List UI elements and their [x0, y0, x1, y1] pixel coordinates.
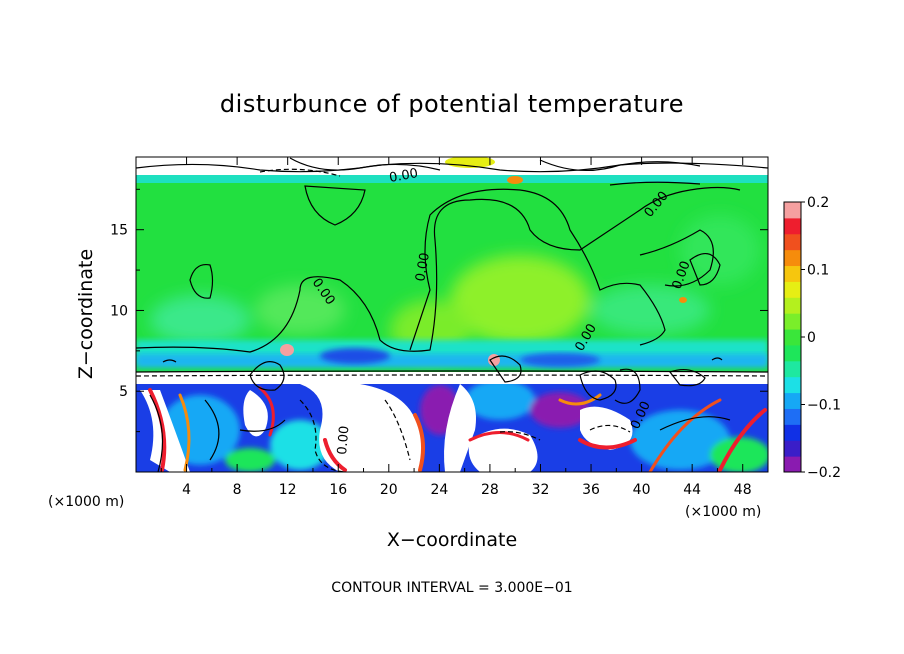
chart-title: disturbunce of potential temperature: [220, 90, 684, 118]
y-tick-label: 10: [110, 303, 128, 319]
contour-label: 0.00: [335, 425, 352, 455]
colorbar: 0.2 0.1 0 −0.1 −0.2: [783, 195, 841, 481]
x-axis-title: X−coordinate: [387, 529, 517, 551]
colorbar-swatch: [784, 281, 801, 298]
colorbar-swatch: [784, 313, 801, 330]
colorbar-tick-label: 0.2: [807, 195, 829, 211]
colorbar-swatch: [784, 360, 801, 378]
colorbar-swatch: [784, 329, 801, 346]
colorbar-swatch: [784, 456, 801, 473]
x-axis: 4 8 12 16 20 24 28 32 36 40 44 48: [160, 157, 752, 498]
x-tick-label: 44: [683, 482, 701, 498]
x-tick-label: 24: [430, 482, 448, 498]
colorbar-tick-label: −0.1: [807, 398, 841, 414]
contour-lines: [136, 157, 768, 472]
y-tick-label: 15: [110, 223, 128, 239]
x-axis-unit-label-left: (×1000 m): [48, 494, 124, 510]
x-tick-label: 4: [182, 482, 191, 498]
colorbar-tick-label: 0.1: [807, 263, 829, 279]
colorbar-swatch: [784, 344, 801, 362]
plot-frame: [135, 156, 769, 473]
x-tick-label: 16: [329, 482, 347, 498]
y-tick-label: 5: [119, 384, 128, 400]
x-tick-label: 36: [582, 482, 600, 498]
x-tick-label: 20: [380, 482, 398, 498]
colorbar-swatch: [784, 202, 801, 219]
colorbar-swatch: [784, 249, 801, 267]
colorbar-swatch: [784, 408, 801, 425]
y-axis-title: Z−coordinate: [75, 249, 97, 379]
colorbar-swatch: [784, 233, 801, 251]
colorbar-swatch: [784, 440, 801, 457]
colorbar-swatch: [784, 392, 801, 409]
x-tick-label: 28: [481, 482, 499, 498]
colorbar-tick-label: −0.2: [807, 465, 841, 481]
contour-label: 0.00: [413, 252, 433, 283]
colorbar-swatch: [784, 424, 801, 441]
colorbar-swatch: [784, 376, 801, 394]
colorbar-swatch: [784, 265, 801, 282]
colorbar-tick-label: 0: [807, 330, 816, 346]
colorbar-swatch: [784, 297, 801, 314]
x-tick-label: 40: [633, 482, 651, 498]
x-tick-label: 12: [279, 482, 297, 498]
x-tick-label: 8: [233, 482, 242, 498]
x-tick-label: 32: [532, 482, 550, 498]
heatmap-field: [136, 157, 768, 472]
x-tick-label: 48: [734, 482, 752, 498]
y-axis: 5 10 15: [110, 188, 768, 433]
contour-label: 0.00: [388, 166, 419, 186]
colorbar-swatch: [784, 217, 801, 235]
x-axis-unit-label-right: (×1000 m): [685, 504, 761, 520]
contour-interval-note: CONTOUR INTERVAL = 3.000E−01: [331, 580, 572, 596]
